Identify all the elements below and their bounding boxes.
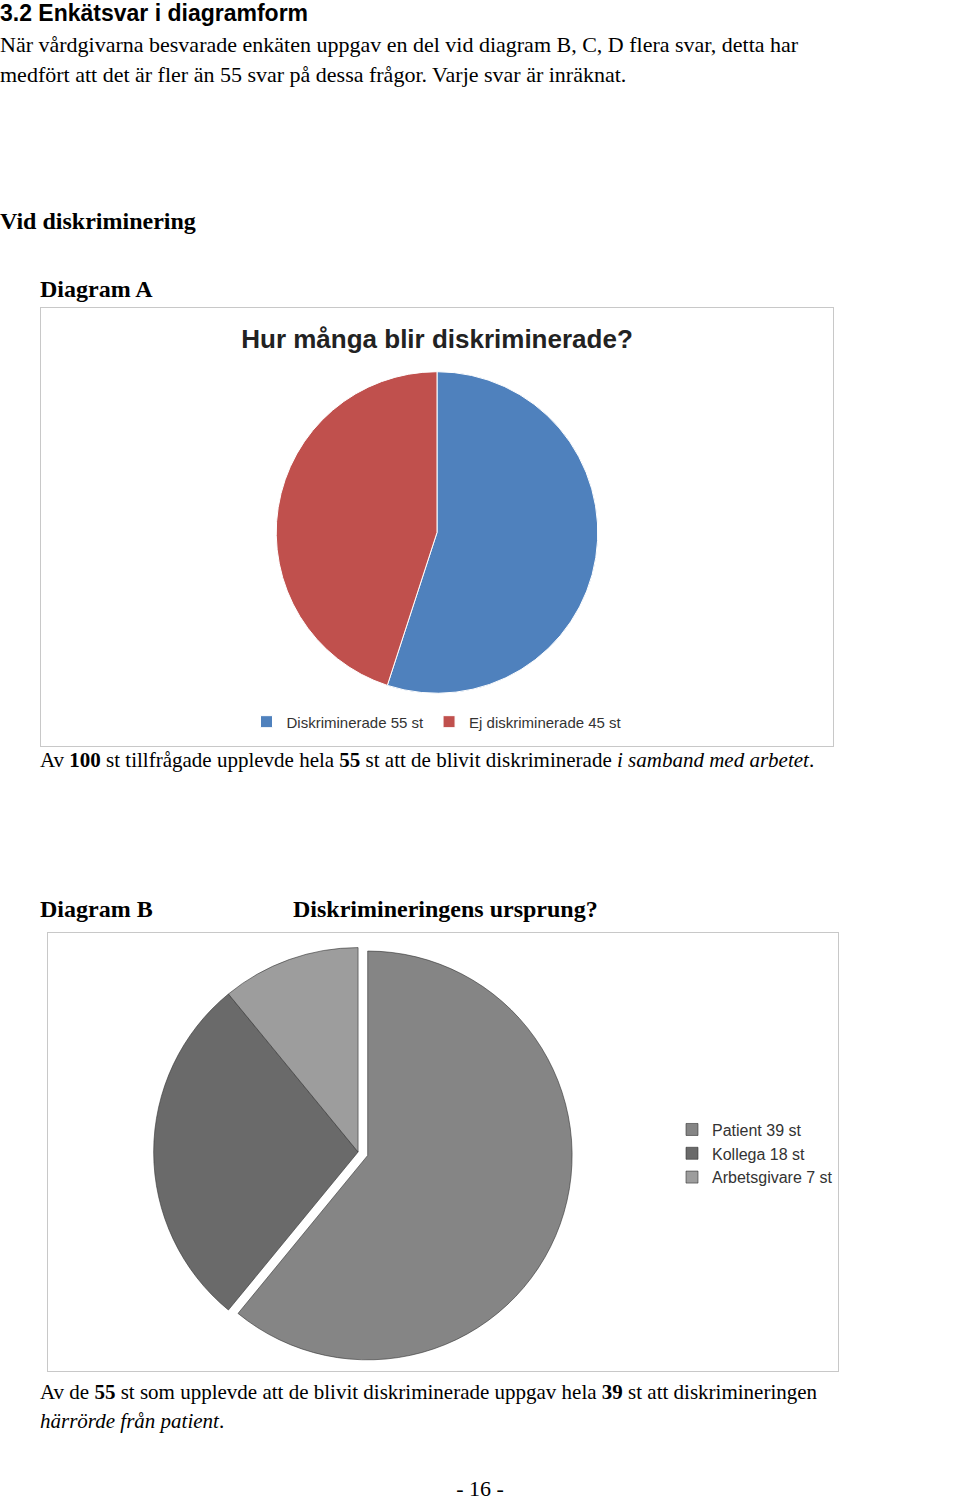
html-text:3.2 Enkätsvar i diagramform: 3.2 Enkätsvar i diagramform: [0, 0, 309, 26]
html-text:- 16 -: - 16 -: [456, 1476, 504, 1501]
html-text:Av 100 st tillfrågade upplevde: Av 100 st tillfrågade upplevde hela 55 s…: [40, 748, 815, 772]
svg-text:Ej diskriminerade 45 st: Ej diskriminerade 45 st: [469, 714, 622, 731]
html-text:Av de 55 st som upplevde att d: Av de 55 st som upplevde att de blivit d…: [40, 1380, 818, 1404]
html-text:Diagram B: Diagram B: [40, 896, 153, 922]
svg-text:Hur många blir diskriminerade?: Hur många blir diskriminerade?: [241, 324, 633, 354]
html-text:härrörde från patient.: härrörde från patient.: [40, 1409, 225, 1433]
svg-text:Kollega 18 st: Kollega 18 st: [712, 1146, 805, 1163]
html-text:När vårdgivarna besvarade enkä: När vårdgivarna besvarade enkäten uppgav…: [0, 32, 799, 57]
html-text:Diskrimineringens ursprung?: Diskrimineringens ursprung?: [293, 896, 598, 922]
svg-text:Arbetsgivare 7 st: Arbetsgivare 7 st: [712, 1169, 833, 1186]
svg-text:Patient 39 st: Patient 39 st: [712, 1122, 802, 1139]
svg-text:Diskriminerade 55 st: Diskriminerade 55 st: [287, 714, 425, 731]
html-text:Vid diskriminering: Vid diskriminering: [0, 208, 196, 234]
html-text:medfört att det är fler än 55: medfört att det är fler än 55 svar på de…: [0, 62, 627, 87]
html-text:Diagram A: Diagram A: [40, 276, 153, 302]
